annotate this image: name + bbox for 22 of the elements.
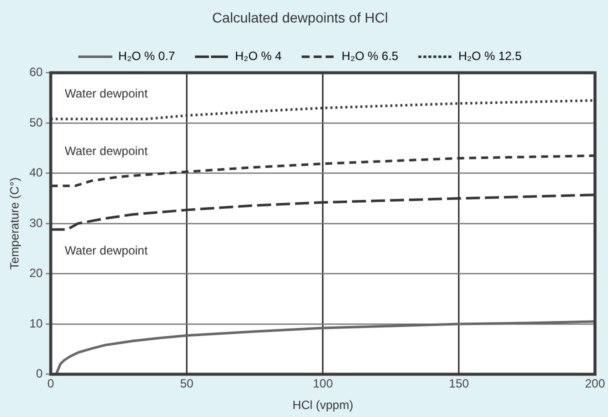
y-tick-label: 10: [29, 316, 44, 330]
y-tick-label: 50: [29, 115, 44, 130]
legend-label: H₂O % 6.5: [342, 49, 399, 64]
x-axis-title: HCl (vppm): [292, 398, 354, 412]
annotation: Water dewpoint: [64, 144, 148, 158]
legend-label: H₂O % 0.7: [118, 49, 176, 64]
y-tick-label: 0: [36, 366, 44, 381]
y-axis-title: Temperature (C°): [8, 177, 22, 270]
y-tick-label: 60: [29, 65, 44, 80]
annotation: Water dewpoint: [64, 243, 148, 258]
chart-title: Calculated dewpoints of HCl: [212, 9, 388, 26]
y-tick-label: 40: [29, 166, 44, 180]
legend-label: H₂O % 4: [234, 49, 282, 64]
annotation: Water dewpoint: [64, 86, 148, 101]
x-tick-label: 200: [584, 376, 606, 391]
y-tick-label: 20: [29, 266, 44, 280]
x-tick-label: 150: [448, 376, 470, 391]
y-tick-label: 30: [29, 216, 44, 230]
legend-label: H₂O % 12.5: [458, 49, 522, 64]
x-tick-label: 100: [312, 376, 334, 391]
x-tick-label: 50: [180, 376, 194, 391]
x-tick-label: 0: [47, 376, 54, 391]
